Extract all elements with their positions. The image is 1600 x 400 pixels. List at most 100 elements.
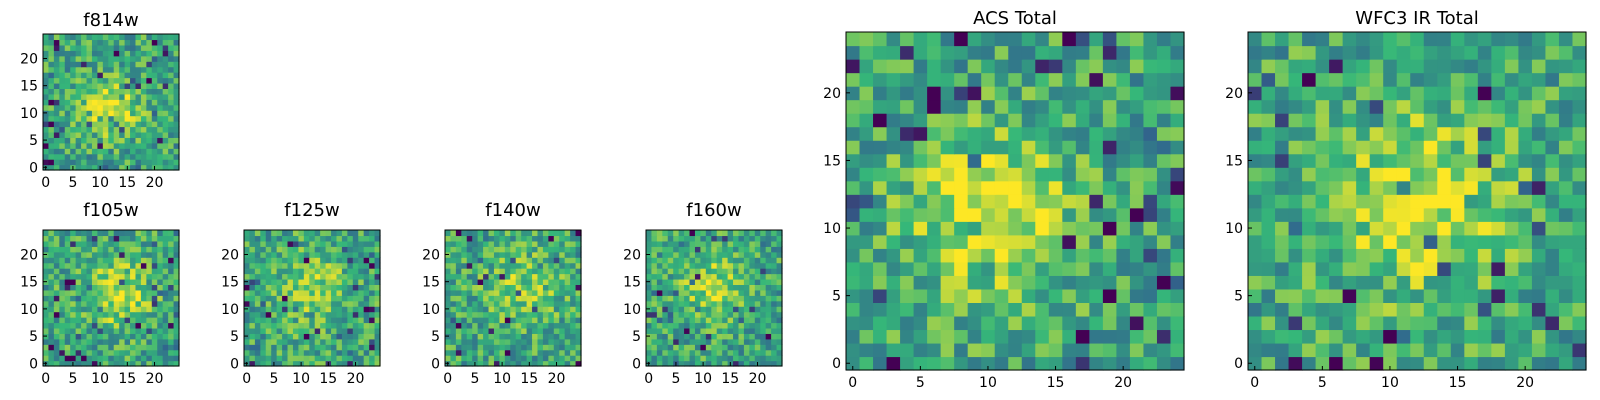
- heatmap-cell: [455, 311, 462, 318]
- heatmap-cell: [130, 311, 137, 318]
- heatmap-cell: [1450, 356, 1465, 371]
- heatmap-cell: [760, 251, 767, 258]
- heatmap-cell: [1075, 234, 1090, 249]
- heatmap-cell: [254, 235, 261, 242]
- heatmap-cell: [320, 317, 327, 324]
- heatmap-cell: [900, 86, 915, 101]
- heatmap-cell: [472, 338, 479, 345]
- heatmap-cell: [320, 262, 327, 269]
- heatmap-cell: [102, 268, 109, 275]
- heatmap-cell: [157, 327, 164, 334]
- heatmap-cell: [265, 230, 272, 237]
- heatmap-cell: [249, 344, 256, 351]
- heatmap-cell: [662, 306, 669, 313]
- heatmap-cell: [86, 121, 93, 128]
- heatmap-cell: [48, 289, 55, 296]
- heatmap-cell: [913, 59, 928, 74]
- heatmap-cell: [1075, 153, 1090, 168]
- heatmap-cell: [466, 349, 473, 356]
- heatmap-cell: [1021, 99, 1036, 114]
- heatmap-cell: [173, 273, 180, 280]
- heatmap-cell: [1369, 194, 1384, 209]
- heatmap-cell: [135, 39, 142, 46]
- heatmap-cell: [151, 284, 158, 291]
- heatmap-cell: [1035, 126, 1050, 141]
- heatmap-cell: [1021, 86, 1036, 101]
- heatmap-cell: [75, 34, 82, 41]
- heatmap-cell: [1396, 153, 1411, 168]
- heatmap-cell: [521, 311, 528, 318]
- heatmap-cell: [64, 295, 71, 302]
- heatmap-cell: [472, 262, 479, 269]
- heatmap-cell: [102, 338, 109, 345]
- heatmap-cell: [81, 295, 88, 302]
- heatmap-cell: [667, 230, 674, 237]
- heatmap-cell: [754, 306, 761, 313]
- y-tick-label: 20: [422, 247, 440, 263]
- heatmap-cell: [358, 300, 365, 307]
- heatmap-cell: [1531, 59, 1547, 74]
- heatmap-cell: [341, 251, 348, 258]
- heatmap-cell: [667, 344, 674, 351]
- heatmap-cell: [249, 300, 256, 307]
- heatmap-cell: [59, 240, 66, 247]
- heatmap-cell: [927, 153, 942, 168]
- heatmap-cell: [981, 45, 996, 60]
- heatmap-cell: [504, 300, 511, 307]
- heatmap-cell: [1062, 207, 1077, 222]
- heatmap-cell: [352, 349, 359, 356]
- heatmap-cell: [91, 300, 98, 307]
- heatmap-cell: [1464, 180, 1479, 195]
- heatmap-cell: [59, 131, 66, 138]
- heatmap-cell: [292, 349, 299, 356]
- heatmap-cell: [886, 275, 901, 290]
- heatmap-cell: [97, 82, 104, 89]
- heatmap-cell: [86, 246, 93, 253]
- heatmap-cell: [1423, 126, 1438, 141]
- heatmap-cell: [526, 333, 533, 340]
- heatmap-cell: [1089, 288, 1104, 303]
- heatmap-cell: [678, 278, 685, 285]
- heatmap-cell: [173, 137, 180, 144]
- heatmap-cell: [646, 246, 653, 253]
- heatmap-cell: [515, 360, 522, 367]
- heatmap-cell: [776, 333, 783, 340]
- heatmap-cell: [91, 77, 98, 84]
- heatmap-cell: [287, 327, 294, 334]
- heatmap-cell: [130, 262, 137, 269]
- heatmap-cell: [1075, 288, 1090, 303]
- heatmap-cell: [1170, 288, 1185, 303]
- heatmap-cell: [282, 257, 289, 264]
- heatmap-cell: [733, 295, 740, 302]
- heatmap-cell: [276, 355, 283, 362]
- heatmap-cell: [711, 230, 718, 237]
- heatmap-cell: [521, 230, 528, 237]
- heatmap-cell: [374, 278, 381, 285]
- heatmap-cell: [48, 77, 55, 84]
- heatmap-cell: [347, 235, 354, 242]
- heatmap-cell: [981, 248, 996, 263]
- heatmap-cell: [162, 137, 169, 144]
- heatmap-cell: [1035, 275, 1050, 290]
- heatmap-cell: [102, 126, 109, 133]
- heatmap-cell: [374, 295, 381, 302]
- heatmap-cell: [1545, 126, 1560, 141]
- heatmap-cell: [1156, 342, 1172, 358]
- heatmap-cell: [1089, 113, 1104, 128]
- heatmap-cell: [455, 273, 462, 280]
- heatmap-cell: [140, 115, 147, 122]
- heatmap-cell: [86, 355, 93, 362]
- heatmap-cell: [1342, 45, 1357, 60]
- heatmap-cell: [743, 246, 750, 253]
- heatmap-cell: [1558, 261, 1574, 276]
- heatmap-cell: [1102, 86, 1117, 101]
- heatmap-cell: [70, 44, 77, 51]
- heatmap-cell: [314, 251, 321, 258]
- heatmap-cell: [363, 327, 370, 334]
- heatmap-cell: [119, 99, 126, 106]
- heatmap-cell: [271, 300, 278, 307]
- heatmap-cell: [108, 34, 115, 41]
- heatmap-cell: [662, 273, 669, 280]
